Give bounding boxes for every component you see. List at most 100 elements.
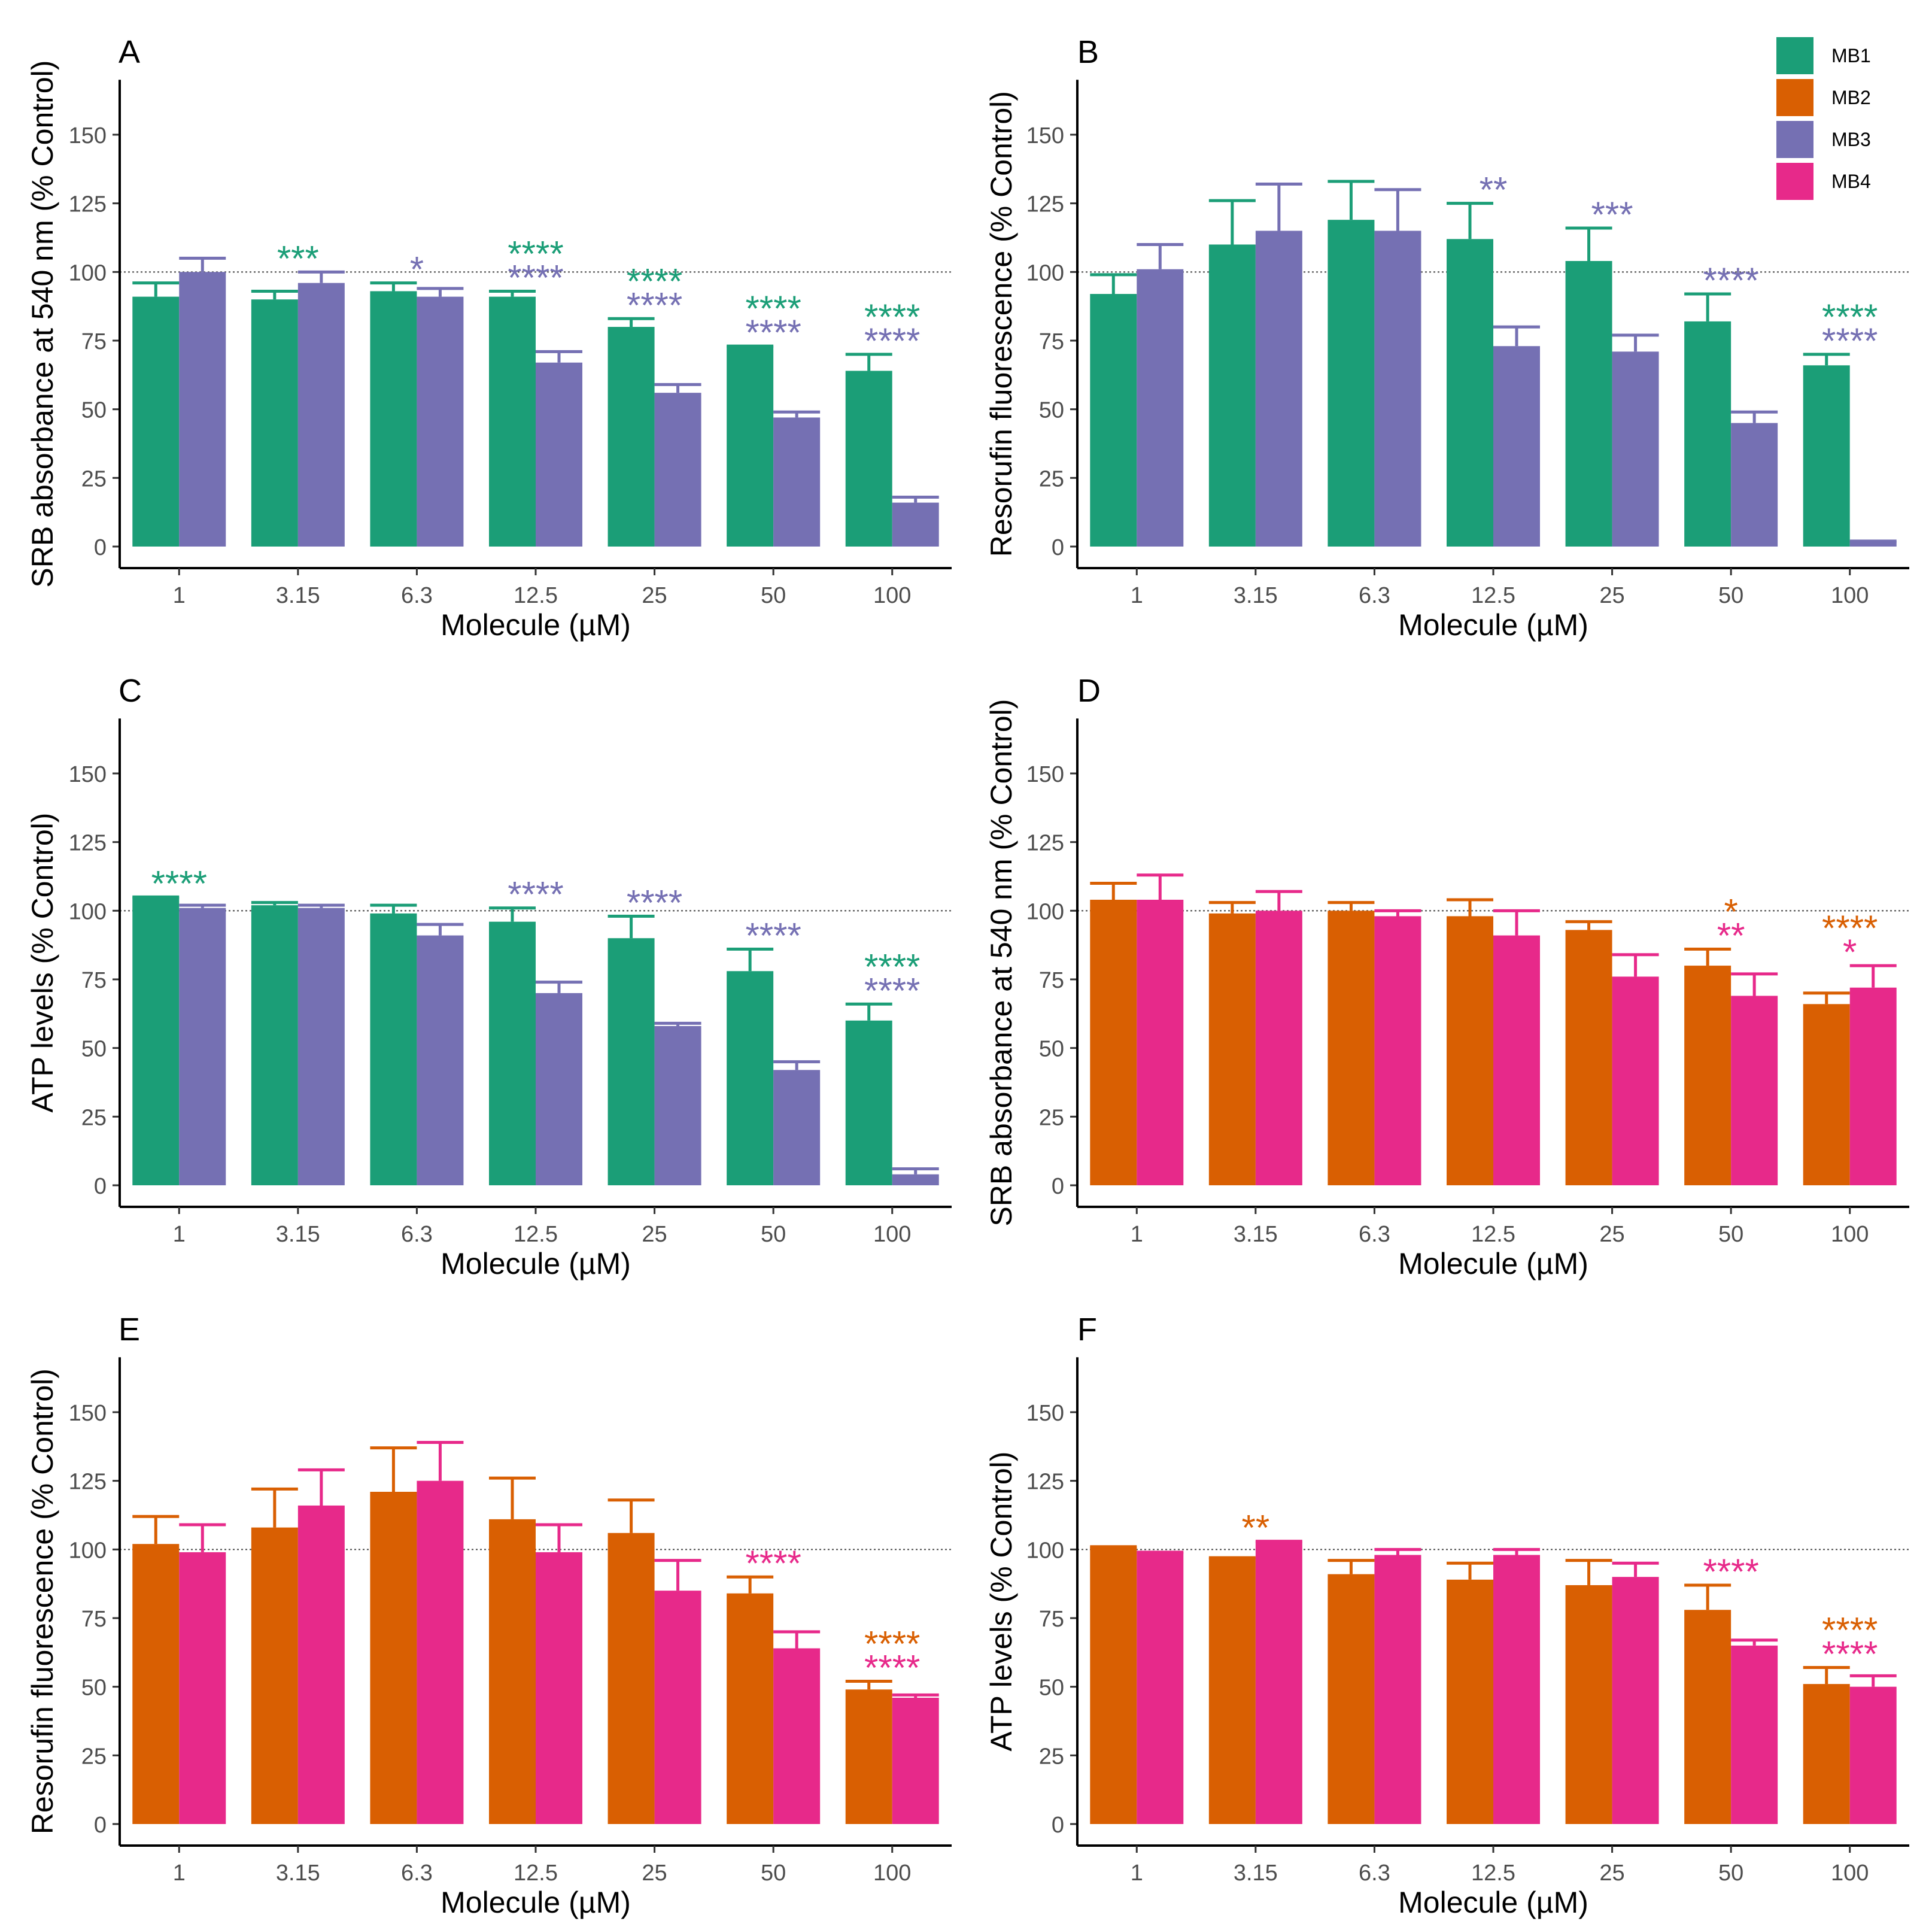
x-tick-label: 25 (1599, 1222, 1624, 1247)
bar-MB4-50 (1731, 996, 1778, 1185)
bar-MB4-12.5 (1493, 935, 1540, 1185)
y-tick-label: 0 (94, 1174, 107, 1199)
legend-swatch-MB4 (1776, 163, 1813, 200)
bar-MB3-50 (773, 417, 821, 547)
y-tick-label: 100 (69, 1538, 107, 1563)
y-tick-label: 75 (81, 968, 107, 993)
x-tick-label: 100 (873, 1861, 911, 1886)
x-tick-label: 12.5 (514, 1222, 558, 1247)
significance-MB1: **** (627, 261, 682, 301)
y-tick-label: 100 (69, 899, 107, 924)
significance-MB3: **** (627, 285, 682, 325)
bar-MB2-100 (845, 1689, 892, 1824)
bar-MB1-1 (132, 897, 180, 1185)
panel-label: C (119, 673, 142, 709)
x-tick-label: 1 (173, 583, 186, 608)
legend-swatch-MB3 (1776, 121, 1813, 158)
y-tick-label: 75 (81, 329, 107, 354)
significance-MB1: **** (508, 233, 563, 274)
bar-MB3-25 (654, 393, 701, 547)
x-axis-title: Molecule (µM) (441, 1247, 631, 1280)
x-tick-label: 100 (1831, 1861, 1869, 1886)
bar-MB3-1 (179, 908, 226, 1185)
bar-MB3-100 (892, 1174, 939, 1185)
bar-MB1-12.5 (489, 296, 536, 547)
y-tick-label: 125 (1026, 1470, 1064, 1495)
y-tick-label: 125 (69, 1470, 107, 1495)
bar-MB4-25 (1612, 1577, 1659, 1824)
legend-label-MB2: MB2 (1831, 87, 1871, 108)
bar-MB4-50 (1731, 1645, 1778, 1824)
y-tick-label: 75 (1039, 1607, 1064, 1632)
bar-MB2-3.15 (251, 1527, 298, 1824)
significance-MB4: * (1843, 932, 1857, 972)
significance-MB3: * (410, 250, 424, 290)
significance-MB3: **** (864, 321, 920, 361)
significance-MB2: * (1724, 892, 1737, 932)
legend-swatch-MB1 (1776, 37, 1813, 74)
x-tick-label: 25 (1599, 583, 1624, 608)
bar-MB1-100 (1803, 365, 1850, 547)
panel-label: E (119, 1312, 140, 1348)
legend-label-MB4: MB4 (1831, 171, 1871, 192)
significance-MB3: **** (745, 916, 801, 956)
bar-MB4-3.15 (1255, 911, 1302, 1185)
significance-MB3: **** (508, 257, 563, 298)
significance-MB1: *** (277, 238, 319, 278)
bar-MB3-50 (773, 1070, 821, 1185)
bar-MB2-12.5 (1447, 1579, 1493, 1824)
x-tick-label: 3.15 (276, 1861, 320, 1886)
y-tick-label: 0 (1052, 1813, 1064, 1838)
significance-MB2: **** (1822, 908, 1878, 948)
significance-MB4: **** (1822, 1634, 1878, 1674)
y-axis-title: Resorufin fluorescence (% Control) (26, 1368, 59, 1834)
significance-MB1: **** (1822, 297, 1878, 337)
legend-swatch-MB2 (1776, 79, 1813, 116)
bar-MB1-25 (1565, 260, 1612, 547)
bar-MB2-25 (1565, 930, 1612, 1185)
x-axis-title: Molecule (µM) (1398, 1886, 1588, 1919)
x-tick-label: 1 (1131, 1222, 1143, 1247)
bar-MB2-100 (1803, 1684, 1850, 1824)
bar-MB2-3.15 (1208, 913, 1256, 1185)
significance-MB3: **** (745, 312, 801, 353)
x-tick-label: 3.15 (1234, 1861, 1278, 1886)
bar-MB2-50 (1684, 1610, 1731, 1824)
bar-MB2-25 (607, 1533, 655, 1824)
x-tick-label: 25 (1599, 1861, 1624, 1886)
x-tick-label: 1 (173, 1222, 186, 1247)
bar-MB1-50 (727, 346, 774, 547)
significance-MB3: **** (627, 883, 682, 923)
x-tick-label: 50 (761, 1861, 786, 1886)
x-tick-label: 100 (1831, 583, 1869, 608)
y-tick-label: 50 (1039, 398, 1064, 423)
bar-MB3-1 (1137, 269, 1184, 547)
bar-MB2-1 (1090, 1546, 1137, 1824)
bar-MB3-25 (1612, 351, 1659, 547)
y-tick-label: 125 (1026, 831, 1064, 856)
y-tick-label: 50 (1039, 1676, 1064, 1701)
bar-MB3-25 (654, 1025, 701, 1185)
bar-MB1-6.3 (1328, 220, 1375, 547)
x-tick-label: 1 (173, 1861, 186, 1886)
x-tick-label: 1 (1131, 1861, 1143, 1886)
bar-MB1-6.3 (370, 291, 417, 547)
bar-MB4-12.5 (1493, 1555, 1540, 1824)
significance-MB3: **** (1822, 321, 1878, 361)
bar-MB1-25 (607, 327, 655, 547)
y-axis-title: SRB absorbance at 540 nm (% Control) (985, 699, 1018, 1227)
panel-label: F (1077, 1312, 1097, 1348)
x-tick-label: 50 (761, 583, 786, 608)
bar-MB2-25 (1565, 1585, 1612, 1824)
y-tick-label: 150 (69, 1401, 107, 1426)
y-axis-title: SRB absorbance at 540 nm (% Control) (26, 60, 59, 588)
bar-MB1-1 (132, 296, 180, 547)
significance-MB1: **** (745, 289, 801, 329)
x-tick-label: 100 (873, 583, 911, 608)
significance-MB4: **** (864, 1647, 920, 1688)
significance-MB2: ** (1242, 1508, 1270, 1548)
bar-MB2-12.5 (489, 1519, 536, 1824)
y-tick-label: 25 (1039, 466, 1064, 491)
significance-MB4: **** (1703, 1552, 1758, 1592)
